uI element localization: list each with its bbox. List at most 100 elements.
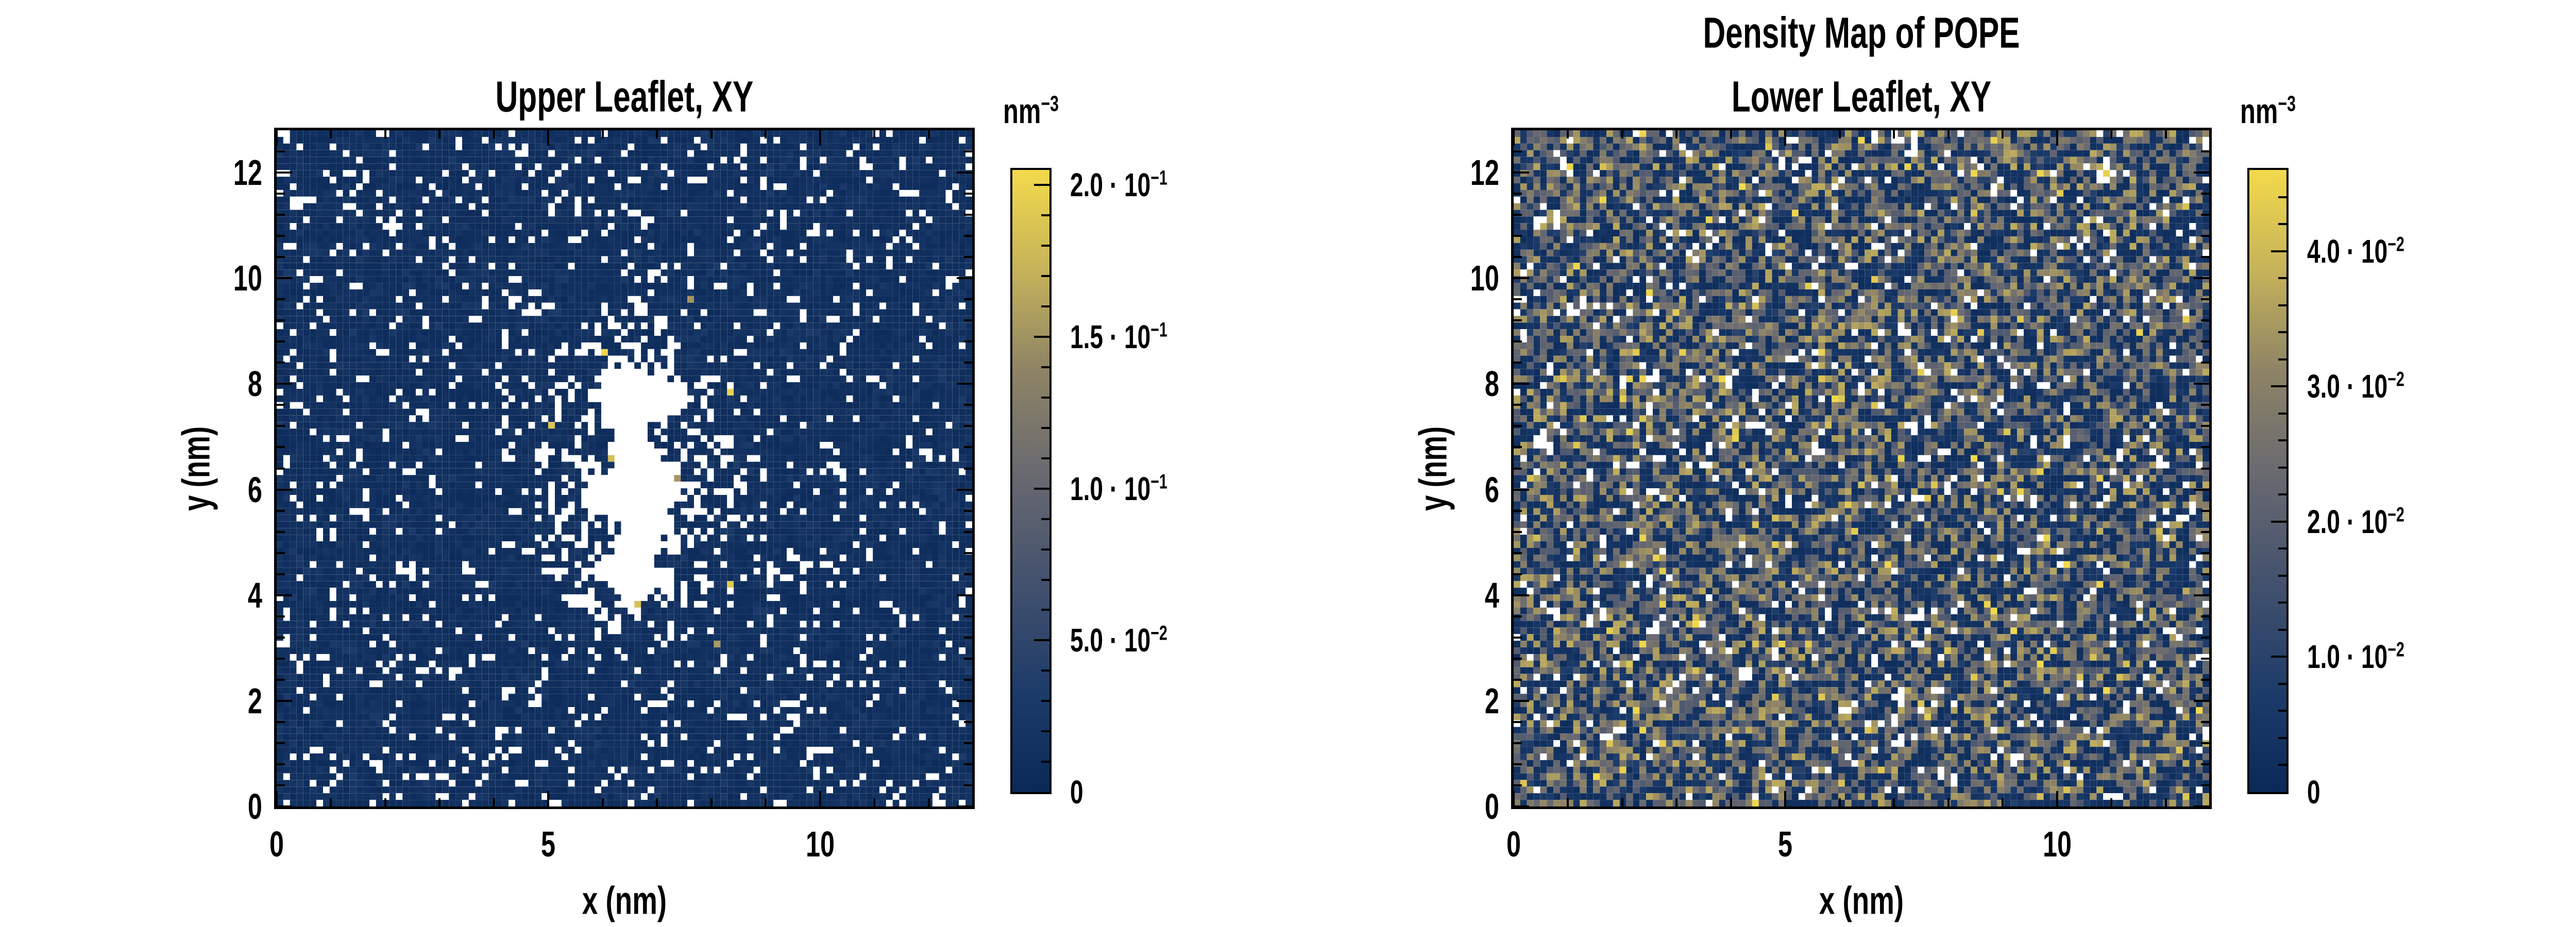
y-tick-label: 4	[2506, 294, 2576, 335]
tick-mark	[1514, 362, 1522, 364]
colorbar-tick-label-text: 1.0 · 10−1	[1070, 470, 1167, 507]
tick-mark	[1034, 487, 1049, 490]
tick-mark	[710, 130, 713, 139]
tick-mark	[2201, 298, 2209, 301]
tick-mark	[964, 615, 972, 617]
tick-mark	[277, 235, 285, 237]
tick-mark	[1514, 193, 1522, 195]
tick-mark	[2201, 573, 2209, 575]
y-tick-label-text: 2	[1484, 680, 1499, 721]
tick-mark	[2201, 657, 2209, 660]
tick-mark	[964, 509, 972, 512]
lower-leaflet-heatmap	[1514, 130, 2209, 806]
y-tick-label: 0	[1334, 786, 1499, 827]
tick-mark	[1514, 404, 1522, 406]
tick-mark	[277, 805, 292, 808]
tick-mark	[2278, 602, 2286, 604]
tick-mark	[1514, 805, 1529, 808]
tick-mark	[2201, 193, 2209, 195]
tick-mark	[2194, 383, 2209, 385]
tick-mark	[964, 425, 972, 427]
tick-mark	[2056, 791, 2058, 806]
tick-mark	[384, 798, 386, 806]
tick-mark	[2271, 250, 2286, 252]
tick-mark	[2201, 362, 2209, 364]
x-axis-label-text: x (nm)	[1819, 879, 1904, 923]
y-tick-label-text: 0	[247, 786, 262, 827]
tick-mark	[277, 277, 292, 280]
tick-mark	[964, 340, 972, 343]
tick-mark	[438, 798, 441, 806]
tick-mark	[276, 130, 278, 146]
tick-mark	[964, 467, 972, 470]
colorbar-tick-label-text: 1.0 · 10−2	[2307, 638, 2404, 676]
y-tick-label: 12	[1334, 152, 1499, 193]
tick-mark	[2278, 412, 2286, 415]
tick-mark	[601, 798, 604, 806]
tick-mark	[1784, 791, 1787, 806]
y-tick-label: 2	[97, 680, 262, 722]
tick-mark	[1041, 578, 1049, 581]
figure-suptitle: Density Map of POPE	[1641, 8, 2081, 58]
tick-mark	[330, 798, 332, 806]
tick-mark	[1514, 784, 1522, 786]
tick-mark	[384, 130, 386, 139]
tick-mark	[277, 699, 292, 702]
tick-mark	[964, 763, 972, 765]
tick-mark	[1514, 615, 1522, 617]
y-tick-label: 6	[1334, 469, 1499, 510]
tick-mark	[1041, 730, 1049, 733]
tick-mark	[964, 742, 972, 744]
figure-suptitle-text: Density Map of POPE	[1703, 8, 2020, 57]
y-tick-label: −2	[2506, 616, 2576, 658]
tick-mark	[964, 298, 972, 301]
tick-mark	[957, 383, 972, 385]
tick-mark	[277, 552, 285, 554]
tick-mark	[964, 784, 972, 786]
colorbar-tick-label-text: 0	[2307, 774, 2320, 811]
colorbar-unit-label: nm−3	[2229, 91, 2307, 131]
tick-mark	[2201, 530, 2209, 533]
tick-mark	[964, 446, 972, 449]
colorbar-tick-label: 2.0 · 10−2	[2307, 503, 2442, 541]
tick-mark	[277, 615, 285, 617]
tick-mark	[1947, 130, 1950, 139]
tick-mark	[2201, 256, 2209, 259]
colorbar-tick-label-text: 0	[1070, 774, 1083, 811]
tick-mark	[1514, 256, 1522, 259]
tick-mark	[330, 130, 332, 139]
x-tick-label: 5	[538, 823, 558, 865]
tick-mark	[1041, 305, 1049, 308]
colorbar-tick-label: 4.0 · 10−2	[2307, 232, 2442, 270]
tick-mark	[277, 319, 285, 322]
tick-mark	[2278, 196, 2286, 198]
y-tick-label: 12	[97, 152, 262, 193]
tick-mark	[2278, 574, 2286, 577]
tick-mark	[1514, 636, 1522, 639]
tick-mark	[2201, 214, 2209, 216]
tick-mark	[964, 319, 972, 322]
x-tick-label-text: 5	[541, 824, 556, 864]
y-tick-label-text: 8	[1484, 364, 1499, 404]
tick-mark	[277, 150, 285, 153]
tick-mark	[957, 277, 972, 280]
tick-mark	[873, 798, 876, 806]
tick-mark	[277, 488, 292, 491]
tick-mark	[276, 791, 278, 806]
tick-mark	[1041, 245, 1049, 247]
x-tick-label-text: 5	[1778, 824, 1793, 864]
tick-mark	[1514, 383, 1529, 385]
tick-mark	[1041, 670, 1049, 672]
tick-mark	[1041, 609, 1049, 611]
x-tick-label: 10	[2037, 823, 2077, 865]
tick-mark	[2056, 130, 2058, 146]
tick-mark	[277, 742, 285, 744]
tick-mark	[2271, 385, 2286, 388]
tick-mark	[1567, 130, 1569, 139]
tick-mark	[1567, 798, 1569, 806]
tick-mark	[277, 784, 285, 786]
tick-mark	[2271, 656, 2286, 658]
tick-mark	[493, 130, 495, 139]
tick-mark	[2278, 682, 2286, 685]
